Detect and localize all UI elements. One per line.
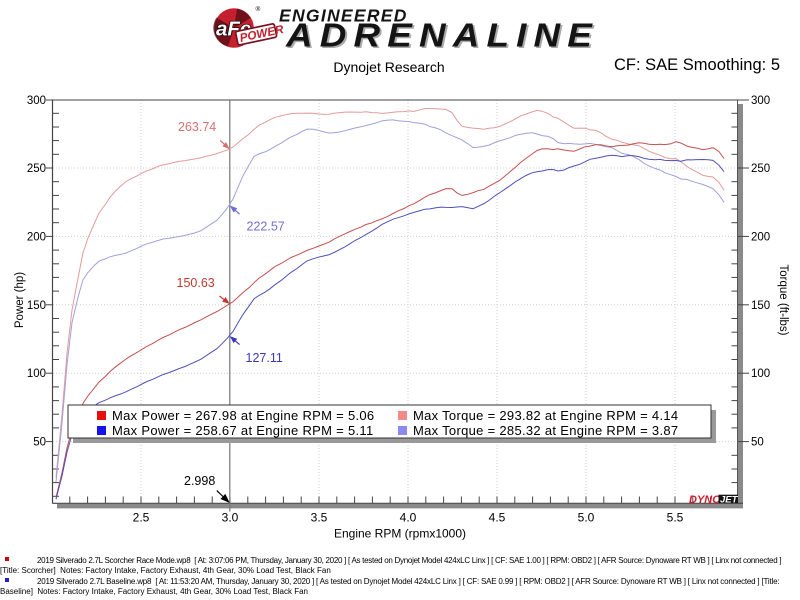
svg-text:263.74: 263.74 [178, 120, 216, 134]
svg-text:ADRENALINE: ADRENALINE [287, 18, 601, 55]
svg-text:5.0: 5.0 [578, 511, 595, 525]
svg-text:JET: JET [720, 495, 739, 506]
svg-text:Max Power = 258.67 at Engine R: Max Power = 258.67 at Engine RPM = 5.11 [112, 423, 374, 438]
svg-text:Power (hp): Power (hp) [14, 272, 26, 328]
svg-text:222.57: 222.57 [247, 220, 285, 234]
svg-text:127.11: 127.11 [246, 351, 283, 365]
svg-text:4.5: 4.5 [489, 511, 506, 525]
svg-text:250: 250 [751, 163, 770, 175]
svg-text:DYNO: DYNO [689, 494, 721, 506]
svg-text:Max Torque = 293.82 at Engine: Max Torque = 293.82 at Engine RPM = 4.14 [413, 408, 678, 423]
svg-text:300: 300 [751, 95, 770, 107]
svg-text:50: 50 [751, 437, 764, 449]
svg-text:100: 100 [27, 368, 46, 380]
svg-text:150: 150 [751, 300, 770, 312]
svg-text:4.0: 4.0 [400, 511, 417, 525]
svg-text:ADRENALINE: ADRENALINE [285, 17, 599, 54]
svg-text:300: 300 [27, 95, 46, 107]
svg-text:5.5: 5.5 [667, 511, 684, 525]
svg-text:Max Torque = 285.32 at Engine: Max Torque = 285.32 at Engine RPM = 3.87 [413, 423, 678, 438]
svg-text:Engine RPM (rpmx1000): Engine RPM (rpmx1000) [334, 527, 466, 541]
svg-text:100: 100 [751, 368, 770, 380]
svg-text:2.998: 2.998 [184, 474, 215, 488]
svg-text:50: 50 [33, 437, 46, 449]
svg-text:3.0: 3.0 [222, 511, 239, 525]
svg-text:Torque (ft-lbs): Torque (ft-lbs) [777, 265, 789, 336]
svg-text:150: 150 [27, 300, 46, 312]
svg-text:250: 250 [27, 163, 46, 175]
svg-text:200: 200 [27, 231, 46, 243]
svg-text:150.63: 150.63 [177, 276, 215, 290]
svg-text:Max Power = 267.98 at Engine R: Max Power = 267.98 at Engine RPM = 5.06 [112, 408, 374, 423]
svg-text:ENGINEERED: ENGINEERED [279, 6, 408, 26]
svg-text:3.5: 3.5 [311, 511, 328, 525]
svg-text:2.5: 2.5 [133, 511, 150, 525]
svg-text:200: 200 [751, 231, 770, 243]
svg-text:®: ® [256, 5, 261, 13]
